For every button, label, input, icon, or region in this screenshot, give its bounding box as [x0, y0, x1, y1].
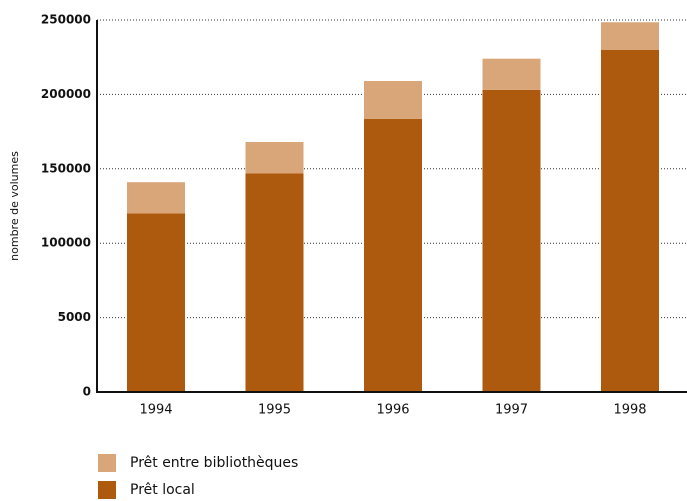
y-tick-label: 0	[83, 385, 91, 399]
bar-segment	[601, 22, 659, 50]
bar-segment	[482, 58, 541, 90]
y-tick-label: 5000	[58, 310, 91, 324]
x-tick-label: 1996	[376, 403, 409, 418]
x-tick-label: 1994	[139, 403, 172, 418]
bar-segment	[127, 213, 185, 392]
y-tick-label: 150000	[41, 161, 91, 175]
bar-segment	[364, 81, 422, 119]
y-tick-label: 200000	[41, 87, 91, 101]
y-tick-label: 250000	[41, 13, 91, 27]
bar-segment	[482, 89, 541, 392]
x-tick-label: 1995	[258, 403, 291, 418]
bar-segment	[245, 173, 304, 392]
bar-segment	[364, 118, 422, 393]
legend-swatch	[98, 454, 116, 472]
x-tick-label: 1998	[613, 403, 646, 418]
y-axis-label: nombre de volumes	[8, 151, 21, 261]
legend-label: Prêt entre bibliothèques	[130, 455, 298, 471]
bar-segment	[245, 142, 304, 174]
bar-segment	[127, 182, 185, 214]
legend-swatch	[98, 481, 116, 499]
y-tick-label: 100000	[41, 236, 91, 250]
legend-label: Prêt local	[130, 482, 195, 498]
bar-segment	[601, 49, 659, 392]
x-tick-label: 1997	[495, 403, 528, 418]
